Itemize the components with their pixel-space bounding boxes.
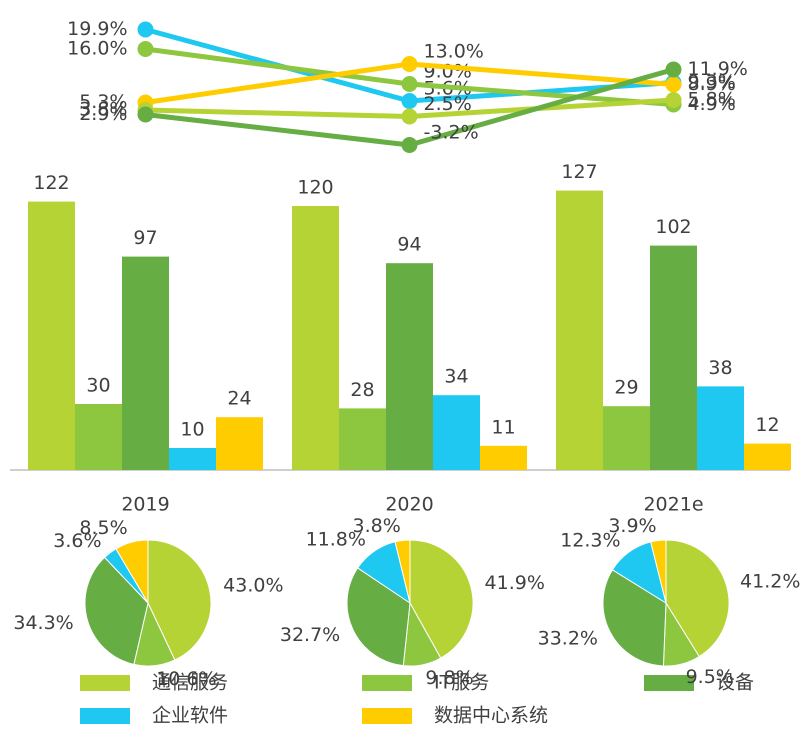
data-label: 3.8% <box>79 99 127 121</box>
bar <box>216 417 263 470</box>
data-label: 2.5% <box>424 93 472 115</box>
data-label: 2.9% <box>79 103 127 125</box>
line-point <box>137 106 154 123</box>
bar <box>697 386 744 470</box>
bar <box>650 245 697 470</box>
bar <box>386 263 433 470</box>
data-label: 12 <box>755 414 779 436</box>
legend-swatch <box>644 675 694 691</box>
bar <box>744 443 791 470</box>
data-label: 5.8% <box>688 89 736 111</box>
data-label: 4.9% <box>688 93 736 115</box>
data-label: 13.0% <box>424 41 484 63</box>
data-label: 43.0% <box>223 575 283 597</box>
legend-swatch <box>362 675 412 691</box>
data-label: 3.6% <box>53 530 101 552</box>
data-label: 9.5% <box>686 666 734 688</box>
data-label: 24 <box>227 388 251 410</box>
pie-slice <box>665 539 730 658</box>
data-label: 9.3% <box>688 71 736 93</box>
data-label: 5.3% <box>79 91 127 113</box>
legend-label: 设备 <box>716 672 754 694</box>
pie-slice <box>147 539 212 661</box>
x-tick-label: 2021e <box>643 494 703 516</box>
data-label: 41.2% <box>740 570 800 592</box>
bar <box>28 201 75 470</box>
data-label: 94 <box>397 234 421 256</box>
data-label: 127 <box>561 161 597 183</box>
data-label: 97 <box>133 227 157 249</box>
line-point <box>665 92 682 108</box>
data-label: 10 <box>180 419 204 441</box>
legend-label: IT服务 <box>434 672 489 694</box>
pie-slice <box>346 567 411 667</box>
line-point <box>401 56 418 72</box>
line-point <box>137 41 154 57</box>
data-label: 9.8% <box>425 667 473 689</box>
data-label: 11.9% <box>688 58 748 80</box>
data-label: 16.0% <box>67 38 127 60</box>
pie-slice <box>115 539 149 605</box>
line-point <box>137 21 154 38</box>
x-tick-label: 2019 <box>121 494 169 516</box>
pie-slice <box>84 556 149 665</box>
legend-label: 数据中心系统 <box>434 705 548 727</box>
data-label: 102 <box>655 216 691 238</box>
legend-label: 通信服务 <box>152 672 228 694</box>
line-point <box>401 108 418 125</box>
bar <box>292 206 339 470</box>
pie-slice <box>602 569 667 667</box>
legend-swatch <box>80 675 130 691</box>
x-tick-label: 2020 <box>385 494 433 516</box>
data-label: -3.2% <box>424 122 479 144</box>
data-label: 33.2% <box>538 628 598 650</box>
data-label: 32.7% <box>280 624 340 646</box>
line-point <box>401 93 418 109</box>
data-label: 8.5% <box>79 517 127 539</box>
bar <box>603 406 650 470</box>
legend-label: 企业软件 <box>152 705 228 727</box>
data-label: 3.9% <box>608 515 656 537</box>
data-label: 8.9% <box>688 73 736 95</box>
data-label: 11 <box>491 416 515 438</box>
data-label: 30 <box>86 375 110 397</box>
bar <box>75 404 122 470</box>
line-point <box>401 76 418 92</box>
line-point <box>665 76 682 93</box>
data-label: 10.6% <box>156 668 216 690</box>
data-label: 122 <box>33 172 69 194</box>
bar <box>169 448 216 470</box>
data-label: 29 <box>614 377 638 399</box>
pie-slice <box>394 539 411 604</box>
data-label: 38 <box>708 357 732 379</box>
line-point <box>401 137 418 153</box>
bar <box>556 190 603 470</box>
data-label: 11.8% <box>306 528 366 550</box>
bar <box>433 395 480 470</box>
legend-swatch <box>80 708 130 724</box>
bar <box>122 256 169 470</box>
data-label: 19.9% <box>67 18 127 40</box>
data-label: 34 <box>444 366 468 388</box>
data-label: 34.3% <box>13 612 73 634</box>
pie-slice <box>409 539 474 659</box>
pie-slice <box>650 539 667 604</box>
bar <box>480 445 527 470</box>
data-label: 3.8% <box>353 515 401 537</box>
line-point <box>665 61 682 78</box>
data-label: 12.3% <box>560 529 620 551</box>
data-label: 120 <box>297 177 333 199</box>
data-label: 28 <box>350 379 374 401</box>
legend-swatch <box>362 708 412 724</box>
bar <box>339 408 386 470</box>
data-label: 41.9% <box>485 572 545 594</box>
